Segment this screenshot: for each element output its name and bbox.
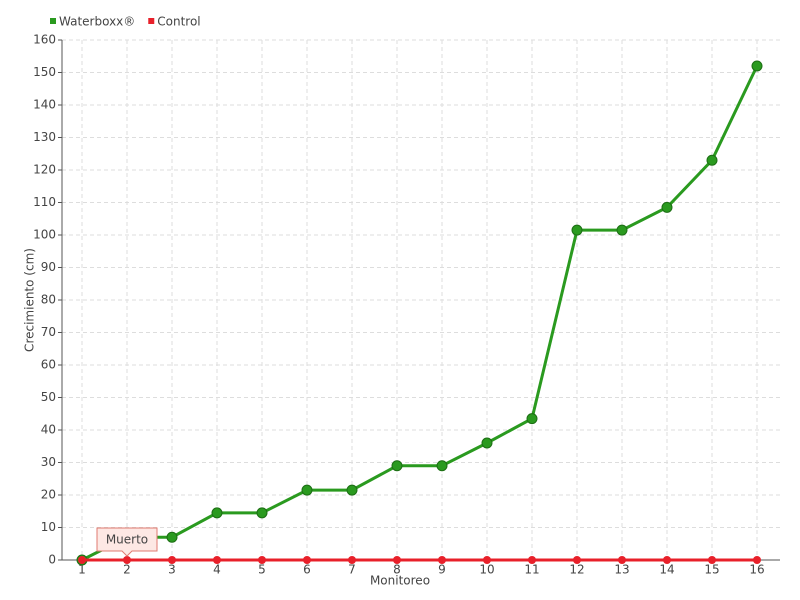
legend-swatch: [50, 18, 56, 24]
y-tick-label: 50: [41, 390, 56, 404]
y-tick-label: 0: [48, 553, 56, 567]
legend-label: Control: [157, 15, 200, 29]
data-point: [663, 556, 671, 564]
y-tick-label: 30: [41, 455, 56, 469]
y-tick-label: 90: [41, 260, 56, 274]
data-point: [256, 507, 268, 519]
y-tick-label: 60: [41, 358, 56, 372]
data-point: [528, 556, 536, 564]
x-tick-label: 1: [78, 563, 86, 577]
x-tick-label: 11: [524, 563, 539, 577]
x-tick-label: 2: [123, 563, 131, 577]
x-tick-label: 16: [749, 563, 764, 577]
x-tick-label: 12: [569, 563, 584, 577]
x-tick-label: 15: [704, 563, 719, 577]
data-point: [526, 413, 538, 425]
data-point: [573, 556, 581, 564]
x-tick-label: 10: [479, 563, 494, 577]
data-point: [438, 556, 446, 564]
y-tick-label: 100: [33, 228, 56, 242]
data-point: [346, 484, 358, 496]
y-tick-label: 130: [33, 130, 56, 144]
x-tick-label: 8: [393, 563, 401, 577]
y-tick-label: 150: [33, 65, 56, 79]
data-point: [753, 556, 761, 564]
data-point: [258, 556, 266, 564]
legend-label: Waterboxx®: [59, 15, 135, 29]
data-point: [166, 531, 178, 543]
y-tick-label: 70: [41, 325, 56, 339]
y-tick-label: 120: [33, 163, 56, 177]
data-point: [571, 224, 583, 236]
x-tick-label: 14: [659, 563, 674, 577]
y-tick-label: 110: [33, 195, 56, 209]
x-tick-label: 4: [213, 563, 221, 577]
x-tick-label: 7: [348, 563, 356, 577]
y-tick-label: 10: [41, 520, 56, 534]
data-point: [481, 437, 493, 449]
data-point: [616, 224, 628, 236]
x-tick-label: 13: [614, 563, 629, 577]
data-point: [168, 556, 176, 564]
y-tick-label: 20: [41, 488, 56, 502]
data-point: [661, 201, 673, 213]
data-point: [78, 556, 86, 564]
data-point: [213, 556, 221, 564]
data-point: [303, 556, 311, 564]
data-point: [301, 484, 313, 496]
data-point: [436, 460, 448, 472]
data-point: [391, 460, 403, 472]
data-point: [211, 507, 223, 519]
data-point: [483, 556, 491, 564]
series-line: [81, 65, 759, 562]
x-axis-label: Monitoreo: [370, 574, 430, 588]
x-tick-label: 5: [258, 563, 266, 577]
data-point: [618, 556, 626, 564]
y-axis-label: Crecimiento (cm): [23, 248, 37, 352]
y-tick-label: 40: [41, 423, 56, 437]
data-point: [393, 556, 401, 564]
x-tick-label: 6: [303, 563, 311, 577]
data-point: [751, 60, 763, 72]
y-tick-label: 160: [33, 33, 56, 47]
x-tick-label: 9: [438, 563, 446, 577]
data-point: [706, 154, 718, 166]
data-point: [123, 556, 131, 564]
data-point: [348, 556, 356, 564]
legend-swatch: [148, 18, 155, 24]
y-tick-label: 80: [41, 293, 56, 307]
y-tick-label: 140: [33, 98, 56, 112]
annotation-box: [96, 527, 158, 557]
annotation-text: Muerto: [106, 533, 148, 547]
x-tick-label: 3: [168, 563, 176, 577]
data-point: [708, 556, 716, 564]
